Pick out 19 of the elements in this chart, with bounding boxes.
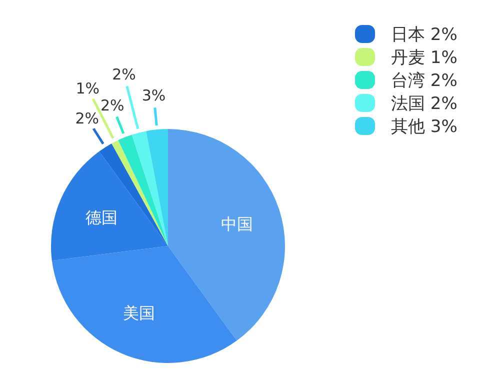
legend-label: 法国 2% xyxy=(391,94,458,114)
legend-label: 日本 2% xyxy=(391,25,458,45)
data-label: 2% xyxy=(112,66,136,84)
pie-slice xyxy=(51,151,168,261)
data-label: 2% xyxy=(75,110,99,128)
legend-label: 台湾 2% xyxy=(391,71,458,91)
slice-label: 德国 xyxy=(85,208,118,228)
pie-slice xyxy=(168,129,285,341)
slice-label: 美国 xyxy=(123,304,156,323)
data-label: 1% xyxy=(76,79,100,98)
data-label: 3% xyxy=(142,86,166,105)
legend-label: 丹麦 1% xyxy=(391,48,458,68)
pie-slice xyxy=(118,134,168,246)
legend-label: 其他 3% xyxy=(391,117,458,137)
slice-label: 中国 xyxy=(220,214,253,234)
pie-slice xyxy=(132,131,168,246)
data-label: 2% xyxy=(100,96,124,115)
pie-slice xyxy=(146,129,168,246)
pie-slice xyxy=(52,246,237,363)
